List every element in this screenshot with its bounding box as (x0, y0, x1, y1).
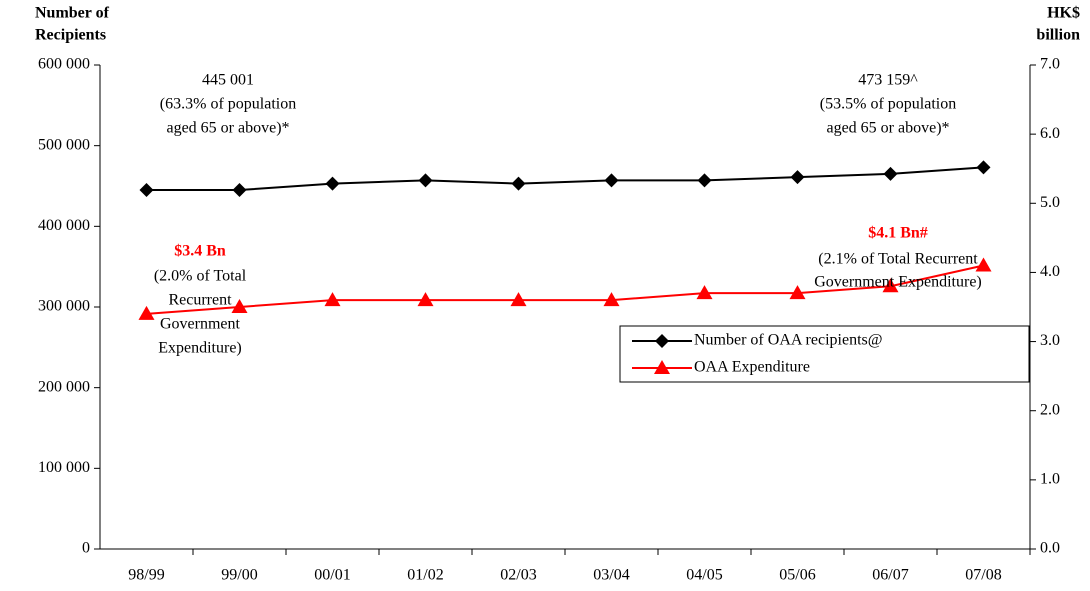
triangle-marker (231, 299, 248, 313)
diamond-marker (883, 166, 898, 181)
triangle-marker (138, 305, 155, 320)
annotation: Government Expenditure) (814, 274, 982, 291)
y2-axis-title: billion (1036, 27, 1080, 44)
y-tick-label: 200 000 (38, 378, 90, 395)
y-axis-title: Number of (35, 5, 110, 22)
diamond-marker (976, 160, 991, 175)
diamond-marker (418, 173, 433, 188)
y-axis-title: Recipients (35, 27, 106, 44)
annotation: Recurrent (168, 292, 232, 309)
y-tick-label: 100 000 (38, 459, 90, 476)
x-tick-label: 00/01 (314, 567, 350, 584)
series-line (146, 264, 984, 315)
triangle-marker (975, 257, 992, 272)
annotation: 473 159^ (858, 72, 918, 89)
triangle-marker (417, 292, 434, 307)
annotation: $3.4 Bn (174, 243, 226, 260)
y2-tick-label: 3.0 (1040, 332, 1060, 349)
y2-tick-label: 7.0 (1040, 56, 1060, 73)
legend-label: OAA Expenditure (694, 359, 810, 376)
y2-tick-label: 2.0 (1040, 401, 1060, 418)
x-tick-label: 05/06 (779, 567, 815, 584)
series-line (146, 166, 984, 192)
y-tick-label: 400 000 (38, 217, 90, 234)
x-tick-label: 99/00 (221, 567, 257, 584)
triangle-marker (510, 292, 527, 307)
diamond-marker (604, 173, 619, 188)
y2-tick-label: 6.0 (1040, 125, 1060, 142)
annotation: (2.1% of Total Recurrent (818, 251, 978, 268)
x-tick-label: 06/07 (872, 567, 908, 584)
annotation: Government (160, 316, 241, 333)
diamond-marker (139, 183, 154, 198)
annotation: (2.0% of Total (154, 268, 247, 285)
legend-label: Number of OAA recipients@ (694, 332, 882, 349)
x-tick-label: 02/03 (500, 567, 536, 584)
diamond-marker (232, 183, 247, 198)
triangle-marker (654, 360, 670, 374)
annotation: (63.3% of population (160, 96, 296, 113)
annotation: (53.5% of population (820, 96, 956, 113)
diamond-marker (655, 334, 669, 348)
y2-tick-label: 4.0 (1040, 263, 1060, 280)
y-tick-label: 300 000 (38, 298, 90, 315)
annotation: aged 65 or above)* (826, 120, 949, 137)
diamond-marker (511, 176, 526, 191)
annotation: $4.1 Bn# (868, 225, 928, 242)
x-tick-label: 98/99 (128, 567, 164, 584)
y2-tick-label: 5.0 (1040, 194, 1060, 211)
annotation: Expenditure) (158, 340, 242, 357)
y-tick-label: 600 000 (38, 56, 90, 73)
y2-tick-label: 1.0 (1040, 471, 1060, 488)
annotation: aged 65 or above)* (166, 120, 289, 137)
x-tick-label: 04/05 (686, 567, 722, 584)
y-tick-label: 0 (82, 540, 90, 557)
diamond-marker (697, 173, 712, 188)
triangle-marker (324, 292, 341, 307)
legend-box (619, 325, 1030, 383)
diamond-marker (790, 170, 805, 185)
y-tick-label: 500 000 (38, 136, 90, 153)
x-tick-label: 01/02 (407, 567, 443, 584)
y2-axis-title: HK$ (1047, 5, 1080, 22)
x-tick-label: 07/08 (965, 567, 1001, 584)
triangle-marker (882, 278, 899, 293)
annotation: 445 001 (202, 72, 254, 89)
x-tick-label: 03/04 (593, 567, 629, 584)
triangle-marker (789, 285, 806, 300)
triangle-marker (696, 285, 713, 300)
diamond-marker (325, 176, 340, 191)
triangle-marker (603, 292, 620, 307)
y2-tick-label: 0.0 (1040, 540, 1060, 557)
